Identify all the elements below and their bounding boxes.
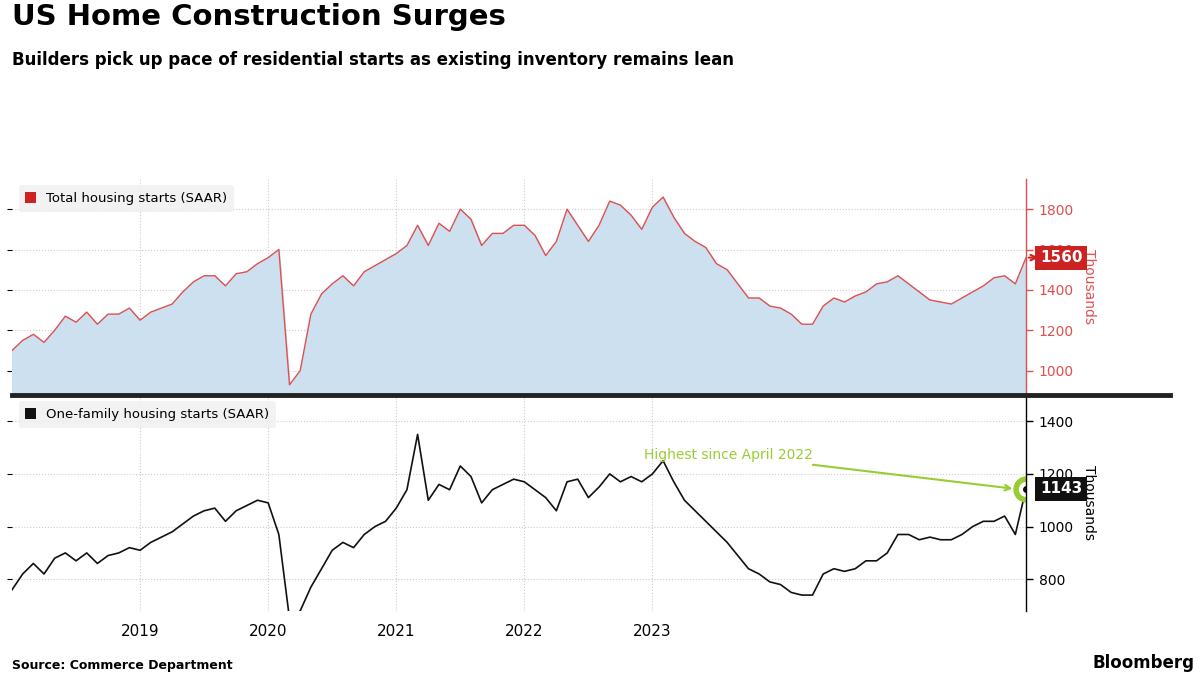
Text: 1143: 1143 [1040, 481, 1082, 496]
Text: Highest since April 2022: Highest since April 2022 [643, 448, 1010, 491]
Legend: One-family housing starts (SAAR): One-family housing starts (SAAR) [18, 402, 276, 428]
Text: 1560: 1560 [1040, 250, 1082, 265]
Y-axis label: Thousands: Thousands [1082, 465, 1096, 541]
Text: Builders pick up pace of residential starts as existing inventory remains lean: Builders pick up pace of residential sta… [12, 51, 734, 69]
Legend: Total housing starts (SAAR): Total housing starts (SAAR) [18, 186, 234, 212]
Text: Source: Commerce Department: Source: Commerce Department [12, 659, 233, 672]
Text: Bloomberg: Bloomberg [1092, 653, 1194, 672]
Y-axis label: Thousands: Thousands [1082, 249, 1096, 325]
Text: US Home Construction Surges: US Home Construction Surges [12, 3, 506, 31]
